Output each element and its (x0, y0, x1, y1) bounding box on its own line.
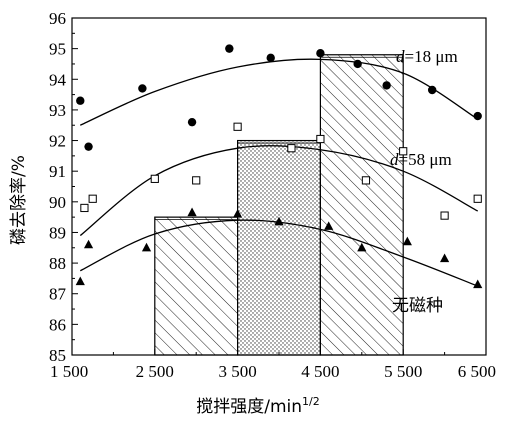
series-label-d18-italic: d (396, 47, 405, 66)
y-tick-label-5: 90 (49, 193, 66, 212)
series-label-d18: d=18 μm (396, 47, 458, 66)
x-axis-title-superscript: 1/2 (302, 395, 320, 408)
data-point-s1-7 (361, 176, 371, 185)
data-point-s2-4 (233, 209, 243, 218)
data-point-s0-9 (427, 85, 437, 95)
data-point-s2-6 (324, 221, 334, 230)
data-point-s2-0 (75, 276, 85, 286)
data-point-s2-5 (274, 216, 284, 226)
data-point-s0-10 (473, 111, 482, 121)
bar-0 (154, 216, 239, 356)
x-tick-label-1: 2 500 (136, 362, 174, 381)
data-point-s2-8 (402, 236, 412, 246)
x-tick-label-2: 3 500 (218, 362, 256, 381)
y-tick-label-6: 91 (49, 162, 66, 181)
series-label-d18-rest: =18 μm (405, 47, 458, 66)
data-point-s0-3 (187, 117, 197, 127)
bar-2 (319, 54, 404, 356)
x-tick-label-5: 6 500 (458, 362, 496, 381)
data-point-s0-6 (316, 49, 325, 58)
fit-curves-layer (79, 58, 479, 287)
tick-labels-layer: 85 86 87 88 89 90 91 92 93 94 95 96 1 500 2 500 3 500 4… (49, 9, 496, 381)
y-tick-label-11: 96 (49, 9, 66, 28)
data-point-s0-7 (353, 59, 362, 69)
data-point-s0-5 (266, 53, 275, 63)
y-tick-label-7: 92 (49, 132, 66, 151)
series-label-d58-italic: d (390, 150, 399, 169)
y-tick-label-1: 86 (49, 315, 66, 334)
series-label-d58-rest: =58 μm (399, 150, 452, 169)
data-point-s1-6 (316, 134, 325, 144)
y-tick-label-3: 88 (49, 254, 66, 273)
y-tick-label-8: 93 (49, 101, 66, 120)
bar-1 (237, 139, 322, 356)
x-axis-title: 搅拌强度/min1/2 (196, 395, 320, 417)
data-point-s2-7 (357, 242, 367, 252)
y-axis-title: 磷去除率/% (9, 155, 29, 245)
data-point-s1-5 (287, 144, 296, 153)
y-tick-label-9: 94 (49, 70, 67, 89)
x-tick-label-0: 1 500 (50, 362, 88, 381)
axis-ticks-layer (71, 17, 487, 356)
fit-curve-1 (79, 145, 479, 237)
data-point-s1-4 (233, 122, 242, 131)
series-label-no-magnetic-seed: 无磁种 (392, 296, 443, 316)
data-points-layer (75, 44, 483, 289)
x-axis-title-main: 搅拌强度/min (196, 397, 302, 417)
x-tick-label-4: 5 500 (384, 362, 422, 381)
x-tick-label-3: 4 500 (301, 362, 339, 381)
data-point-s2-3 (187, 207, 197, 217)
data-point-s1-2 (150, 174, 159, 183)
data-point-s0-0 (76, 96, 85, 105)
data-point-s0-2 (138, 84, 147, 93)
data-point-s1-0 (80, 203, 89, 213)
data-point-s1-8 (399, 147, 408, 156)
data-point-s2-1 (83, 239, 94, 249)
data-point-s0-4 (225, 44, 234, 53)
data-point-s2-9 (440, 253, 450, 263)
data-point-s0-8 (382, 81, 391, 90)
data-point-s0-1 (84, 142, 93, 151)
data-point-s1-9 (440, 211, 449, 220)
data-point-s1-1 (88, 194, 97, 203)
data-point-s1-10 (473, 194, 482, 203)
data-point-s2-10 (473, 279, 483, 289)
y-tick-label-2: 87 (49, 285, 67, 304)
data-point-s1-3 (192, 176, 201, 185)
y-tick-label-10: 95 (49, 40, 66, 59)
y-tick-label-4: 89 (49, 223, 66, 242)
series-label-d58: d=58 μm (390, 150, 452, 169)
data-point-s2-2 (141, 242, 152, 252)
fit-curve-2 (79, 219, 478, 287)
fit-curve-0 (80, 58, 479, 126)
bars-layer (154, 54, 404, 356)
y-tick-label-0: 85 (49, 346, 66, 365)
